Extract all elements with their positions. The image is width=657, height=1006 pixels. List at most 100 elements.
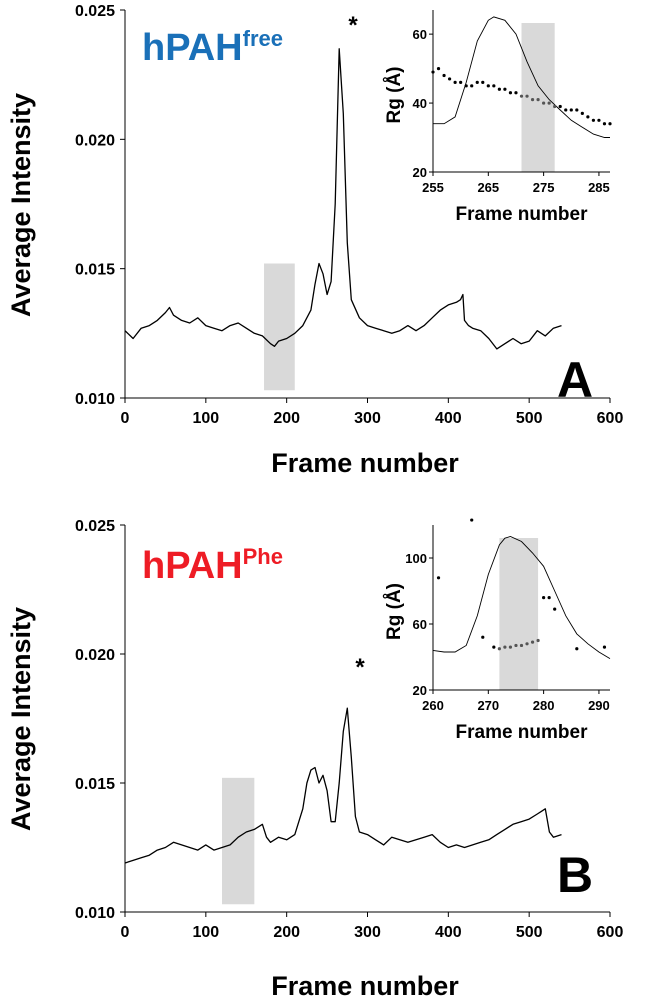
- inset-rg-point-a: [580, 111, 584, 116]
- panel-letter-b: B: [557, 847, 593, 903]
- inset-x-axis-title-b: Frame number: [456, 722, 589, 743]
- inset-rg-point-b: [542, 596, 546, 600]
- x-tick-label-a: 100: [192, 410, 219, 427]
- inset-rg-point-a: [608, 122, 612, 126]
- inset-rg-point-b: [492, 645, 496, 649]
- inset-rg-point-a: [453, 80, 457, 84]
- inset-x-axis-title-a: Frame number: [456, 204, 589, 225]
- inset-rg-point-a: [475, 80, 479, 84]
- inset-rg-point-b: [503, 645, 507, 649]
- inset-y-tick-label-b: 20: [413, 683, 427, 698]
- inset-rg-point-b: [536, 638, 540, 643]
- inset-rg-point-a: [530, 98, 535, 102]
- y-tick-label-a: 0.010: [75, 391, 115, 408]
- inset-x-tick-label-b: 260: [422, 698, 444, 713]
- x-tick-label-a: 300: [354, 410, 381, 427]
- inset-rg-point-a: [447, 77, 452, 81]
- x-tick-label-b: 300: [354, 924, 381, 941]
- sample-label-a: hPAHfree: [142, 26, 283, 69]
- inset-rg-point-a: [525, 94, 529, 98]
- inset-rg-point-a: [470, 84, 474, 88]
- inset-rg-point-a: [503, 87, 507, 91]
- inset-rg-point-b: [508, 645, 513, 649]
- inset-y-axis-title-b: Rg (Å): [384, 583, 405, 640]
- inset-x-tick-label-b: 290: [588, 698, 610, 713]
- inset-b: 260 270 280 290 20 60 100 Frame number Rg (Å): [384, 518, 611, 743]
- inset-rg-point-b: [519, 643, 524, 648]
- inset-rg-point-a: [508, 91, 513, 95]
- x-tick-label-b: 400: [435, 924, 462, 941]
- inset-rg-point-a: [519, 94, 524, 98]
- inset-rg-point-b: [497, 647, 501, 651]
- x-tick-label-b: 0: [121, 924, 130, 941]
- x-tick-label-a: 400: [435, 410, 462, 427]
- panel-letter-a: A: [557, 352, 593, 408]
- inset-rg-point-a: [514, 91, 518, 95]
- inset-rg-point-b: [470, 518, 474, 522]
- x-tick-label-a: 600: [597, 410, 624, 427]
- y-tick-label-b: 0.020: [75, 647, 115, 664]
- inset-rg-point-a: [536, 98, 540, 102]
- inset-rg-point-a: [553, 104, 557, 109]
- inset-rg-point-a: [591, 118, 596, 122]
- inset-rg-point-b: [553, 607, 557, 611]
- sample-label-base-a: hPAH: [142, 27, 243, 69]
- inset-intensity-curve-b: [432, 536, 611, 659]
- intensity-trace-b: [124, 707, 562, 864]
- inset-x-tick-label-b: 270: [477, 698, 499, 713]
- inset-rg-point-b: [436, 576, 441, 580]
- inset-y-tick-label-a: 20: [413, 165, 427, 180]
- peak-marker-a: *: [348, 12, 358, 39]
- peak-marker-b: *: [355, 654, 365, 681]
- x-axis-title-b: Frame number: [271, 971, 459, 1001]
- highlight-region-a: [264, 263, 295, 391]
- intensity-trace-a: [124, 48, 562, 350]
- inset-rg-point-a: [586, 115, 590, 119]
- y-tick-label-b: 0.015: [75, 776, 115, 793]
- inset-x-tick-label-a: 255: [422, 180, 444, 195]
- inset-highlight-region-b: [499, 538, 539, 690]
- inset-rg-point-a: [436, 66, 441, 71]
- inset-y-tick-label-a: 60: [413, 27, 427, 42]
- inset-rg-point-a: [459, 80, 463, 84]
- y-tick-label-b: 0.025: [75, 518, 115, 535]
- x-tick-label-b: 500: [516, 924, 543, 941]
- inset-rg-point-a: [497, 87, 501, 91]
- sample-label-sup-b: Phe: [243, 544, 283, 569]
- inset-intensity-curve-a: [433, 16, 610, 138]
- inset-y-tick-label-b: 100: [405, 551, 427, 566]
- inset-rg-point-a: [542, 101, 546, 105]
- y-tick-label-a: 0.025: [75, 3, 115, 20]
- inset-rg-point-a: [486, 84, 490, 88]
- x-tick-label-b: 100: [192, 924, 219, 941]
- x-tick-label-a: 200: [273, 410, 300, 427]
- inset-rg-point-b: [514, 643, 518, 648]
- y-tick-label-b: 0.010: [75, 905, 115, 922]
- inset-y-axis-title-a: Rg (Å): [384, 67, 405, 124]
- inset-x-tick-label-a: 285: [588, 180, 610, 195]
- inset-rg-point-b: [547, 596, 551, 600]
- y-tick-label-a: 0.015: [75, 262, 115, 279]
- x-tick-label-b: 600: [597, 924, 624, 941]
- panel-a: Average Intensity Frame number hPAHfree …: [6, 3, 623, 478]
- inset-x-tick-label-b: 280: [533, 698, 555, 713]
- inset-x-tick-label-a: 275: [533, 180, 555, 195]
- panel-b: Average Intensity Frame number hPAHPhe B…: [6, 518, 623, 1001]
- inset-rg-point-a: [569, 108, 573, 112]
- inset-rg-point-b: [602, 645, 607, 649]
- inset-rg-point-b: [575, 647, 579, 651]
- inset-rg-point-a: [442, 73, 446, 78]
- inset-a: 255 265 275 285 20 40 60 Frame number Rg (Å): [384, 10, 612, 225]
- inset-rg-point-b: [525, 642, 529, 646]
- inset-y-tick-label-a: 40: [413, 96, 427, 111]
- inset-x-tick-label-a: 265: [477, 180, 499, 195]
- y-axis-title-b: Average Intensity: [6, 607, 36, 831]
- x-tick-label-a: 500: [516, 410, 543, 427]
- inset-rg-point-a: [492, 84, 496, 88]
- x-tick-label-a: 0: [121, 410, 130, 427]
- x-tick-label-b: 200: [273, 924, 300, 941]
- inset-rg-point-a: [602, 122, 607, 126]
- y-axis-title-a: Average Intensity: [6, 93, 36, 317]
- inset-rg-point-a: [575, 108, 579, 112]
